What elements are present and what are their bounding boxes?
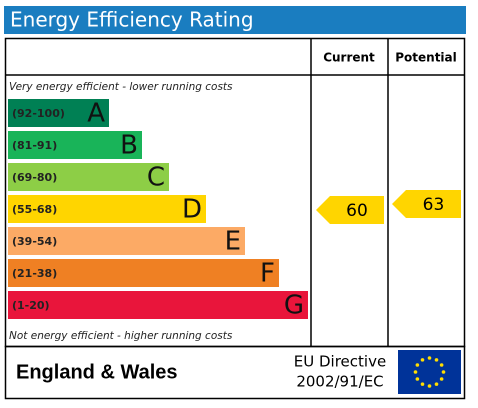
band-bar	[8, 291, 308, 319]
star	[441, 370, 446, 374]
star	[415, 363, 420, 367]
star	[420, 358, 425, 362]
band-letter: A	[87, 99, 105, 129]
band-range: (81-91)	[12, 139, 57, 152]
rating-value: 60	[346, 201, 368, 221]
title: Energy Efficiency Rating	[10, 8, 254, 32]
band-range: (69-80)	[12, 171, 57, 184]
band-letter: C	[147, 163, 165, 193]
star	[439, 377, 444, 381]
directive: 2002/91/EC	[296, 373, 383, 391]
rating-value: 63	[423, 195, 445, 215]
footer-frame	[4, 345, 466, 400]
column-header: Potential	[395, 51, 457, 65]
band-bar	[8, 131, 142, 159]
band-range: (92-100)	[12, 107, 65, 120]
star	[413, 370, 418, 374]
band-bar	[8, 259, 279, 287]
region: England & Wales	[16, 361, 178, 383]
band-letter: G	[284, 291, 304, 321]
band-letter: D	[182, 195, 202, 225]
star	[439, 363, 444, 367]
star	[420, 382, 425, 386]
rating-arrow	[392, 190, 461, 218]
band-range: (1-20)	[12, 299, 50, 312]
title-bar	[4, 6, 466, 34]
band-letter: F	[260, 259, 275, 289]
top-note: Very energy efficient - lower running co…	[9, 81, 233, 93]
band-bar	[8, 195, 206, 223]
star	[434, 358, 439, 362]
star	[427, 384, 432, 388]
band-bar	[8, 163, 169, 191]
band-letter: B	[120, 131, 138, 161]
directive: EU Directive	[294, 353, 386, 371]
star	[415, 377, 420, 381]
band-letter: E	[225, 227, 241, 257]
column-header: Current	[323, 51, 375, 65]
star	[427, 356, 432, 360]
band-range: (21-38)	[12, 267, 57, 280]
star	[434, 382, 439, 386]
bottom-note: Not energy efficient - higher running co…	[9, 330, 233, 342]
rating-arrow	[316, 196, 384, 224]
band-bar	[8, 99, 109, 127]
band-range: (39-54)	[12, 235, 57, 248]
band-range: (55-68)	[12, 203, 57, 216]
eu-flag	[398, 350, 461, 394]
band-bar	[8, 227, 245, 255]
